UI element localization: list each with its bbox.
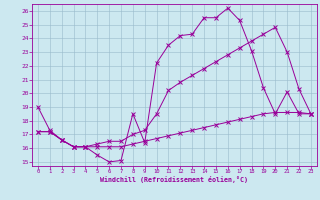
X-axis label: Windchill (Refroidissement éolien,°C): Windchill (Refroidissement éolien,°C) <box>100 176 248 183</box>
